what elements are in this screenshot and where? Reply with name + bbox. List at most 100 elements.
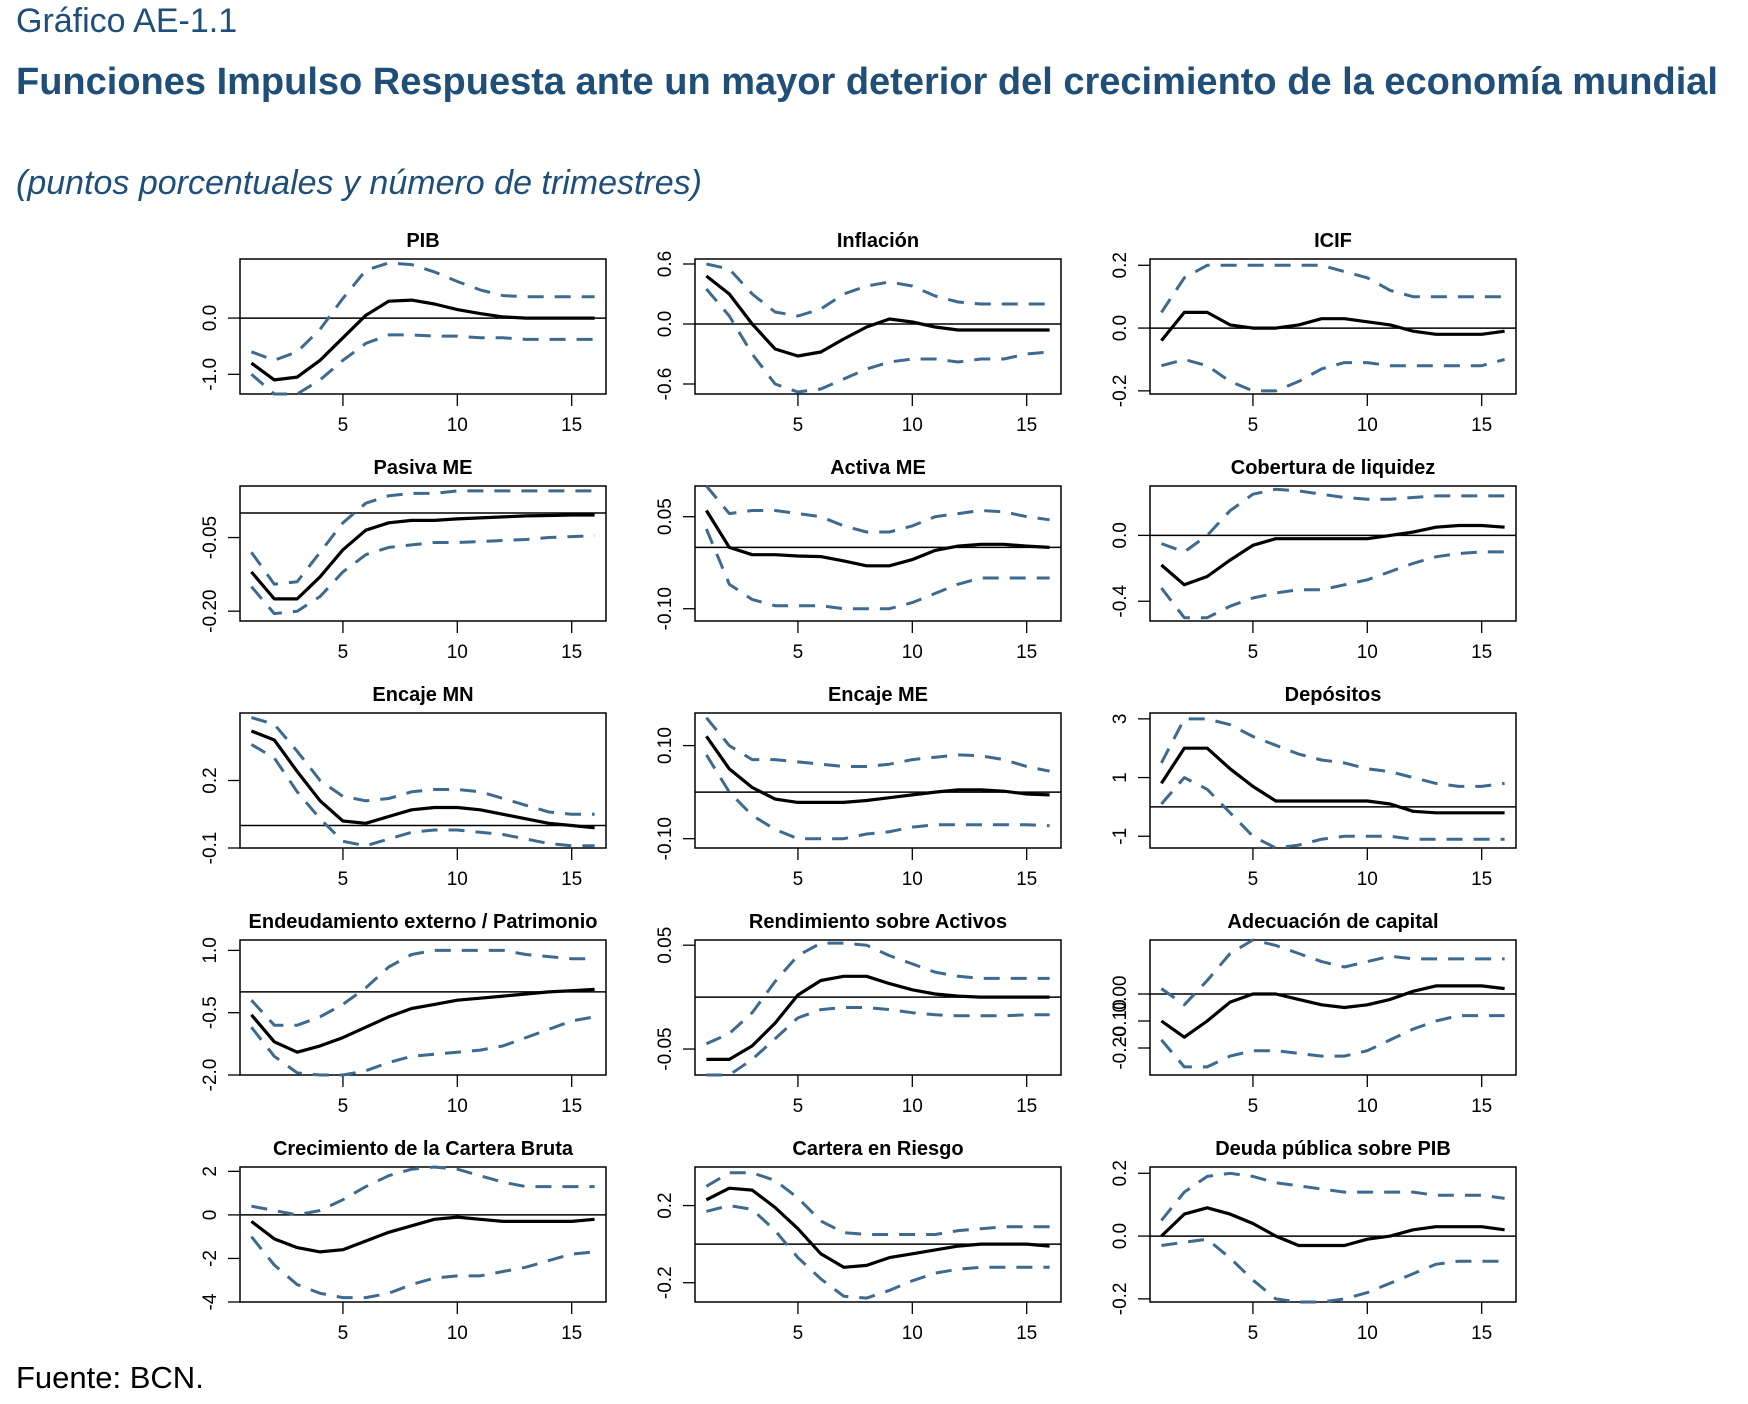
y-tick-label: -2.0	[200, 1059, 221, 1092]
y-tick-label: 0.0	[655, 311, 676, 337]
confidence-band-lower	[706, 1204, 1050, 1300]
y-tick-label: -0.20	[200, 590, 221, 633]
confidence-band-lower	[250, 534, 595, 616]
x-tick-label: 10	[902, 1096, 923, 1117]
panel-title: Pasiva ME	[374, 457, 473, 479]
confidence-band-upper	[705, 716, 1050, 773]
x-tick-label: 15	[1016, 1323, 1037, 1344]
x-tick-label: 5	[338, 415, 349, 436]
y-tick-label: 0.6	[655, 251, 676, 277]
panel-5: Activa ME 5 10 15 0.05 -0.10	[655, 457, 1062, 663]
x-tick-label: 15	[1016, 642, 1037, 663]
x-tick-label: 15	[1016, 869, 1037, 890]
y-tick-label: 0.00	[1110, 976, 1131, 1013]
panel-title: Depósitos	[1285, 684, 1382, 706]
source-note: Fuente: BCN.	[16, 1360, 204, 1395]
y-tick-label: -0.10	[1110, 999, 1131, 1042]
confidence-band-lower	[1161, 358, 1505, 393]
y-tick-label: -2	[200, 1250, 221, 1267]
y-tick-label: 1.0	[200, 937, 221, 963]
y-tick-label: -0.20	[1110, 1026, 1131, 1069]
panel-7: Encaje MN 5 10 15 0.2 -0.1	[200, 684, 607, 890]
response-line	[1160, 984, 1505, 1039]
x-tick-label: 5	[793, 642, 804, 663]
panel-8: Encaje ME 5 10 15 0.10 -0.10	[655, 684, 1062, 890]
plot-frame	[239, 485, 607, 622]
plot-frame	[1149, 258, 1517, 395]
confidence-band-upper	[706, 262, 1050, 318]
x-tick-label: 15	[1471, 1096, 1492, 1117]
panel-title: Endeudamiento externo / Patrimonio	[249, 911, 598, 933]
panel-1: PIB 5 10 15 0.0 -1.0	[200, 230, 607, 436]
x-tick-label: 10	[1357, 642, 1378, 663]
x-tick-label: 5	[1248, 415, 1259, 436]
y-tick-label: 0.05	[655, 498, 676, 535]
x-tick-label: 5	[793, 1096, 804, 1117]
plot-frame	[694, 1166, 1062, 1303]
y-tick-label: -0.4	[1110, 584, 1131, 617]
confidence-band-upper	[250, 716, 595, 816]
confidence-band-upper	[1160, 938, 1505, 1007]
chart-title: Funciones Impulso Respuesta ante un mayo…	[16, 61, 1718, 103]
plot-frame	[1149, 712, 1517, 849]
confidence-band-upper	[250, 261, 595, 362]
y-tick-label: 2	[200, 1166, 221, 1177]
panel-title: ICIF	[1314, 230, 1352, 252]
panel-9: Depósitos 5 10 15 3 1 -1	[1110, 684, 1517, 890]
panel-11: Rendimiento sobre Activos 5 10 15 0.05 -0.05	[655, 911, 1062, 1117]
panel-3: ICIF 5 10 15 0.2 0.0 -0.2	[1110, 230, 1517, 436]
plot-frame	[694, 485, 1062, 622]
confidence-band-lower	[1160, 776, 1505, 850]
confidence-band-lower	[250, 743, 595, 848]
y-tick-label: 0.2	[655, 1192, 676, 1218]
confidence-band-upper	[250, 948, 595, 1027]
x-tick-label: 15	[1471, 869, 1492, 890]
panel-title: PIB	[406, 230, 439, 252]
x-tick-label: 10	[1357, 1096, 1378, 1117]
x-tick-label: 10	[447, 415, 468, 436]
response-line	[250, 513, 595, 601]
y-tick-label: -1.0	[200, 358, 221, 391]
confidence-band-upper	[251, 1165, 595, 1217]
response-line	[1160, 746, 1505, 815]
y-tick-label: -0.6	[655, 368, 676, 401]
response-line	[705, 509, 1050, 568]
confidence-band-lower	[1161, 1237, 1505, 1304]
response-line	[250, 298, 595, 382]
x-tick-label: 5	[338, 1323, 349, 1344]
plot-frame	[694, 712, 1062, 849]
y-tick-label: 0.10	[655, 727, 676, 764]
panel-title: Cartera en Riesgo	[792, 1138, 963, 1160]
x-tick-label: 5	[1248, 1323, 1259, 1344]
y-tick-label: -0.10	[655, 817, 676, 860]
panel-title: Deuda pública sobre PIB	[1215, 1138, 1451, 1160]
response-line	[1160, 523, 1505, 587]
confidence-band-upper	[1160, 1171, 1505, 1222]
panel-4: Pasiva ME 5 10 15 -0.05 -0.20	[200, 457, 607, 663]
x-tick-label: 15	[1016, 415, 1037, 436]
x-tick-label: 10	[902, 1323, 923, 1344]
response-line	[705, 274, 1050, 358]
confidence-band-upper	[1160, 487, 1505, 554]
x-tick-label: 5	[793, 1323, 804, 1344]
confidence-band-upper	[250, 489, 595, 586]
response-line	[705, 1186, 1050, 1269]
confidence-band-lower	[1160, 550, 1505, 620]
response-line	[250, 987, 595, 1054]
y-tick-label: -0.1	[200, 832, 221, 865]
confidence-band-upper	[705, 941, 1050, 1046]
y-tick-label: 0.0	[200, 305, 221, 331]
panel-15: Deuda pública sobre PIB 5 10 15 0.2 0.0 -0.2	[1110, 1138, 1517, 1344]
x-tick-label: 10	[447, 642, 468, 663]
x-tick-label: 10	[447, 869, 468, 890]
panel-title: Rendimiento sobre Activos	[749, 911, 1007, 933]
panel-6: Cobertura de liquidez 5 10 15 0.0 -0.4	[1110, 457, 1517, 663]
x-tick-label: 15	[561, 869, 582, 890]
y-tick-label: -4	[200, 1293, 221, 1310]
x-tick-label: 15	[1471, 415, 1492, 436]
x-tick-label: 15	[561, 642, 582, 663]
x-tick-label: 15	[561, 1323, 582, 1344]
x-tick-label: 15	[561, 1096, 582, 1117]
